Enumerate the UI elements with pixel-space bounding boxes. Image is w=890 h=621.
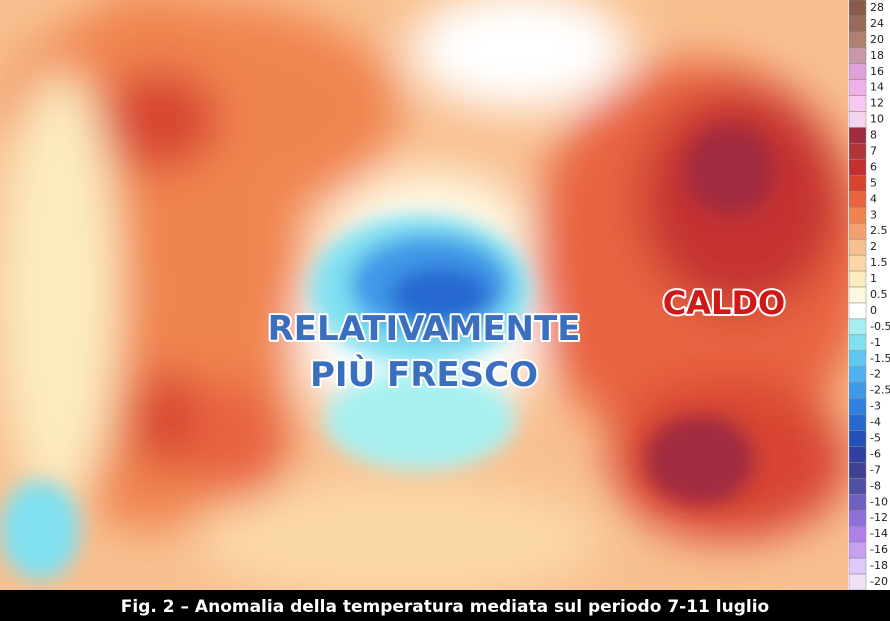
legend-label: -10 [870, 495, 888, 508]
legend-swatch [848, 557, 867, 575]
caption: Fig. 2 – Anomalia della temperatura medi… [121, 597, 769, 617]
legend-label: 5 [870, 176, 877, 189]
legend-label: 4 [870, 192, 877, 205]
legend-swatch [848, 541, 867, 559]
legend-swatch [848, 47, 867, 65]
legend-label: 0 [870, 304, 877, 317]
legend-swatch [848, 446, 867, 463]
legend-label: -1.5 [870, 352, 890, 365]
legend-swatch [848, 15, 867, 33]
legend-swatch [848, 510, 867, 527]
legend-swatch [848, 525, 867, 543]
legend-swatch [848, 127, 867, 144]
legend-label: -4 [870, 416, 881, 429]
legend-swatch [848, 222, 867, 240]
color-legend: 28 24 20 18 16 14 12 10 8 7 6 5 4 3 2.5 2 1.5 1 0.5 0 -0.5 -1… [848, 0, 890, 591]
legend-swatch [848, 270, 867, 288]
legend-label: 6 [870, 160, 877, 173]
cool-label: PIÙ FRESCO [310, 354, 538, 395]
legend-swatch [848, 79, 867, 96]
cool-label: RELATIVAMENTE [268, 309, 581, 349]
legend-swatch [848, 398, 867, 415]
legend-swatch [848, 31, 867, 49]
legend-label: -14 [870, 527, 888, 540]
legend-swatch [848, 207, 867, 224]
legend-swatch [848, 63, 867, 80]
legend-swatch [848, 494, 867, 511]
legend-swatch [848, 0, 867, 17]
legend-swatch [848, 302, 867, 320]
legend-label: -8 [870, 479, 881, 492]
legend-swatch [848, 143, 867, 160]
legend-label: 18 [870, 49, 884, 62]
legend-label: 28 [870, 1, 884, 14]
legend-swatch [848, 111, 867, 128]
legend-label: -1 [870, 336, 881, 349]
legend-swatch [848, 286, 867, 304]
legend-label: 20 [870, 33, 884, 46]
caption-bar [0, 590, 890, 621]
legend-label: -20 [870, 575, 888, 588]
legend-swatch [848, 318, 867, 336]
legend-label: 10 [870, 113, 884, 126]
legend-swatch [848, 159, 867, 176]
legend-label: 1.5 [870, 256, 888, 269]
legend-label: 24 [870, 17, 884, 30]
legend-label: 0.5 [870, 288, 888, 301]
legend-label: 1 [870, 272, 877, 285]
legend-swatch [848, 95, 867, 112]
legend-label: 7 [870, 144, 877, 157]
legend-swatch [848, 175, 867, 192]
anomaly-map [0, 0, 848, 590]
legend-label: 2 [870, 240, 877, 253]
legend-label: 2.5 [870, 224, 888, 237]
legend-label: 16 [870, 65, 884, 78]
legend-label: -7 [870, 463, 881, 476]
legend-label: 3 [870, 208, 877, 221]
legend-swatch [848, 334, 867, 352]
legend-swatch [848, 350, 867, 368]
legend-label: 14 [870, 81, 884, 94]
legend-label: -12 [870, 511, 888, 524]
legend-label: -6 [870, 447, 881, 460]
legend-swatch [848, 191, 867, 208]
legend-label: -2.5 [870, 384, 890, 397]
legend-swatch [848, 478, 867, 495]
legend-swatch [848, 573, 867, 591]
legend-label: -5 [870, 432, 881, 445]
legend-label: 12 [870, 97, 884, 110]
legend-swatch [848, 430, 867, 447]
legend-swatch [848, 382, 867, 399]
legend-label: -16 [870, 543, 888, 556]
legend-label: -18 [870, 559, 888, 572]
legend-swatch [848, 366, 867, 383]
legend-label: -0.5 [870, 320, 890, 333]
legend-label: 8 [870, 129, 877, 142]
legend-label: -3 [870, 400, 881, 413]
legend-swatch [848, 414, 867, 431]
legend-swatch [848, 462, 867, 479]
legend-swatch [848, 254, 867, 272]
warm-label: CALDO [663, 284, 785, 322]
legend-label: -2 [870, 368, 881, 381]
legend-swatch [848, 238, 867, 256]
